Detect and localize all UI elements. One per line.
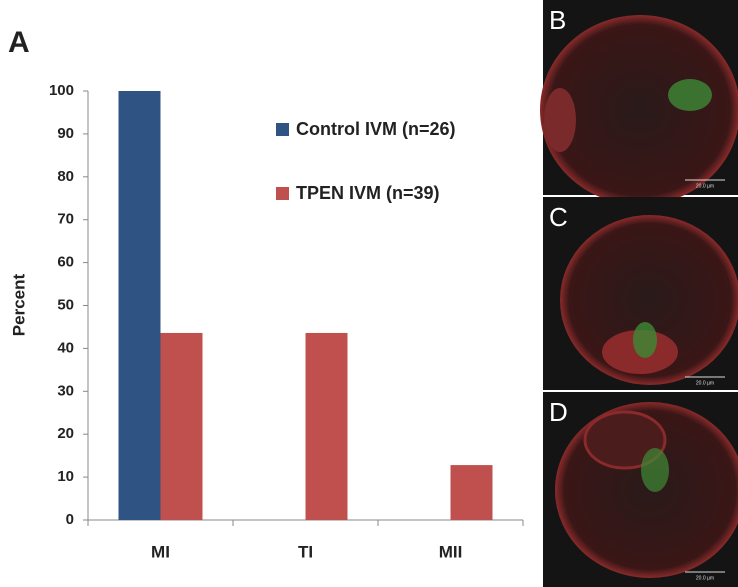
bar — [450, 465, 493, 520]
legend-swatch — [276, 187, 289, 200]
y-tick-label: 40 — [57, 339, 74, 356]
panel-label: B — [549, 5, 566, 35]
panel-label: D — [549, 397, 568, 427]
y-tick-label: 90 — [57, 125, 74, 142]
spindle — [641, 448, 669, 492]
spindle — [668, 79, 712, 111]
y-tick-label: 30 — [57, 382, 74, 399]
y-tick-label: 100 — [49, 82, 74, 99]
y-tick-label: 0 — [66, 511, 74, 528]
scale-bar-label: 20.0 µm — [696, 575, 714, 581]
x-tick-label: MII — [439, 542, 463, 561]
y-tick-label: 70 — [57, 211, 74, 228]
scale-bar-label: 20.0 µm — [696, 183, 714, 189]
x-tick-label: MI — [151, 542, 170, 561]
scale-bar-label: 20.0 µm — [696, 380, 714, 386]
cell — [540, 15, 738, 205]
y-tick-label: 80 — [57, 168, 74, 185]
cell — [544, 88, 576, 152]
y-tick-label: 60 — [57, 254, 74, 271]
panel-label: C — [549, 202, 568, 232]
bar — [305, 332, 348, 520]
micrographs — [540, 0, 738, 587]
y-tick-label: 20 — [57, 425, 74, 442]
bar — [118, 91, 161, 520]
y-tick-label: 50 — [57, 296, 74, 313]
legend-label: TPEN IVM (n=39) — [296, 183, 440, 203]
x-tick-label: TI — [298, 542, 313, 561]
bar — [160, 332, 203, 520]
spindle — [633, 322, 657, 358]
legend-label: Control IVM (n=26) — [296, 119, 456, 139]
y-axis-title: Percent — [9, 273, 28, 336]
panel-label: A — [8, 26, 30, 59]
legend-swatch — [276, 123, 289, 136]
y-tick-label: 10 — [57, 468, 74, 485]
polar-body — [583, 410, 667, 470]
cell — [560, 215, 738, 385]
